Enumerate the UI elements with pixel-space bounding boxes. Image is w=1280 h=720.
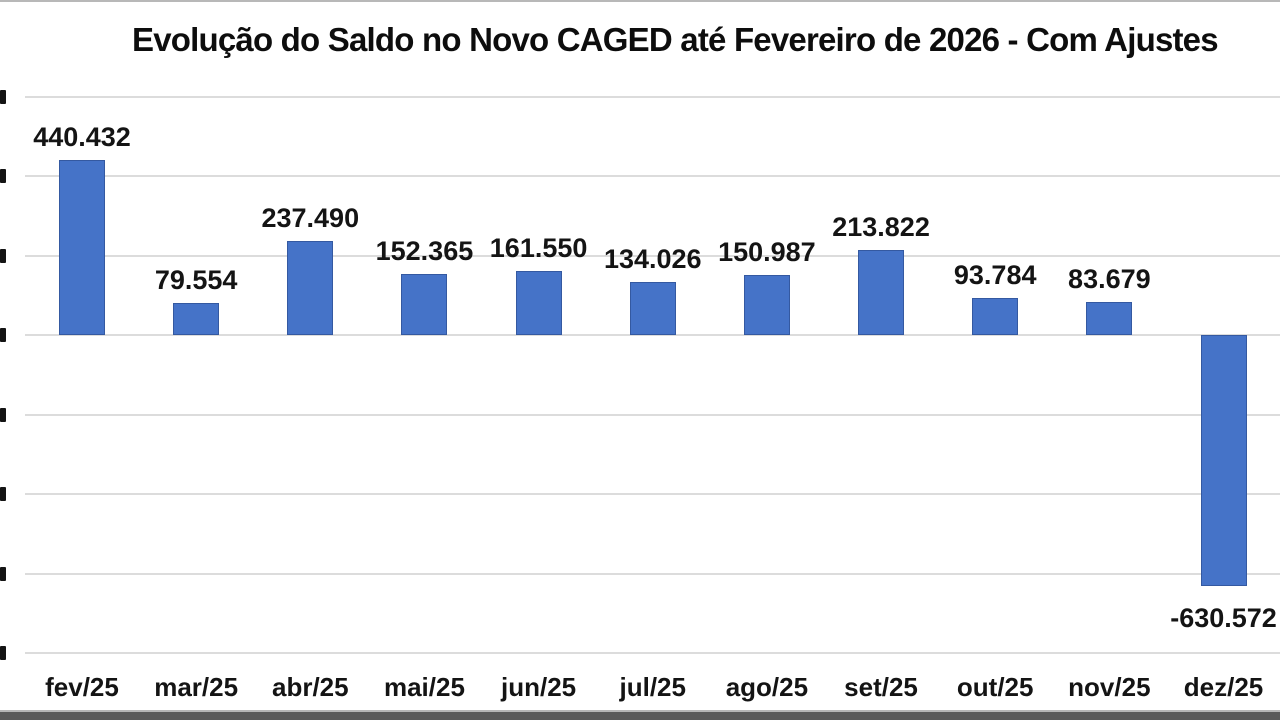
- top-edge-line: [0, 0, 1280, 2]
- chart-title: Evolução do Saldo no Novo CAGED até Feve…: [132, 21, 1219, 58]
- x-axis-label: nov/25: [1068, 672, 1151, 702]
- bar-value-label: 161.550: [489, 232, 588, 263]
- chart-bar-out/25: [972, 297, 1019, 335]
- chart-bar-abr/25: [287, 240, 334, 335]
- chart-bar-mai/25: [401, 274, 448, 335]
- x-axis-label: out/25: [956, 672, 1034, 702]
- bar-value-label: 152.365: [375, 236, 474, 267]
- y-axis-tick-label-fragment: [0, 646, 6, 660]
- y-gridline: [25, 413, 1280, 416]
- y-axis-tick-label-fragment: [0, 169, 6, 183]
- chart-bar-mar/25: [173, 303, 220, 335]
- x-axis-label: fev/25: [45, 672, 119, 702]
- y-gridline: [25, 254, 1280, 257]
- bar-value-label: 237.490: [261, 202, 360, 233]
- bar-value-label: 440.432: [33, 121, 131, 152]
- chart-bar-ago/25: [743, 274, 790, 335]
- y-axis-tick-label-fragment: [0, 566, 6, 581]
- y-gridline: [25, 652, 1280, 654]
- y-gridline: [25, 95, 1280, 98]
- chart-bar-set/25: [858, 250, 905, 335]
- bar-value-label: 83.679: [1068, 263, 1151, 294]
- chart-bar-dez/25: [1200, 335, 1247, 586]
- y-gridline: [25, 493, 1280, 495]
- bar-value-label: 79.554: [154, 265, 238, 296]
- bar-value-label: 93.784: [953, 259, 1037, 290]
- bottom-edge-bar: [0, 712, 1280, 720]
- y-axis-tick-label-fragment: [0, 328, 6, 342]
- y-axis-tick-label-fragment: [0, 89, 6, 104]
- x-axis-label: mar/25: [154, 672, 239, 702]
- chart-bar-jun/25: [515, 270, 562, 335]
- bar-value-label: 150.987: [718, 236, 816, 267]
- y-gridline: [25, 334, 1280, 336]
- y-axis-tick-label-fragment: [0, 248, 6, 263]
- x-axis-label: set/25: [844, 672, 918, 702]
- bar-value-label: 213.822: [832, 212, 930, 242]
- chart-bar-nov/25: [1086, 301, 1133, 335]
- x-axis-label: jun/25: [501, 672, 577, 702]
- x-axis-label: dez/25: [1183, 672, 1264, 702]
- y-gridline: [25, 572, 1280, 575]
- x-axis-label: mai/25: [383, 672, 465, 702]
- x-axis-label: abr/25: [271, 672, 349, 702]
- bar-value-label: 134.026: [603, 243, 702, 274]
- chart-bar-jul/25: [629, 281, 676, 335]
- y-axis-tick-label-fragment: [0, 407, 6, 422]
- y-axis-tick-label-fragment: [0, 487, 6, 501]
- y-gridline: [25, 175, 1280, 177]
- bar-value-label: -630.572: [1170, 602, 1277, 633]
- x-axis-label: jul/25: [619, 672, 686, 702]
- x-axis-label: ago/25: [725, 672, 809, 702]
- chart-bar-fev/25: [59, 159, 105, 335]
- bottom-edge-light-line: [0, 710, 1280, 712]
